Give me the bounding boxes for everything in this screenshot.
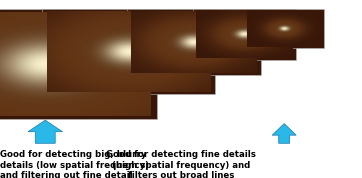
Bar	[244, 9, 324, 48]
Bar	[0, 9, 157, 119]
Bar	[127, 9, 261, 75]
Bar	[42, 9, 215, 94]
FancyArrow shape	[28, 120, 62, 143]
Text: Good for detecting fine details
(high spatial frequency) and
filters out broad l: Good for detecting fine details (high sp…	[106, 150, 256, 178]
Bar	[193, 9, 296, 60]
Text: Good for detecting big, blurry
details (low spatial frequency)
and filtering out: Good for detecting big, blurry details (…	[0, 150, 149, 178]
FancyArrow shape	[272, 124, 296, 143]
